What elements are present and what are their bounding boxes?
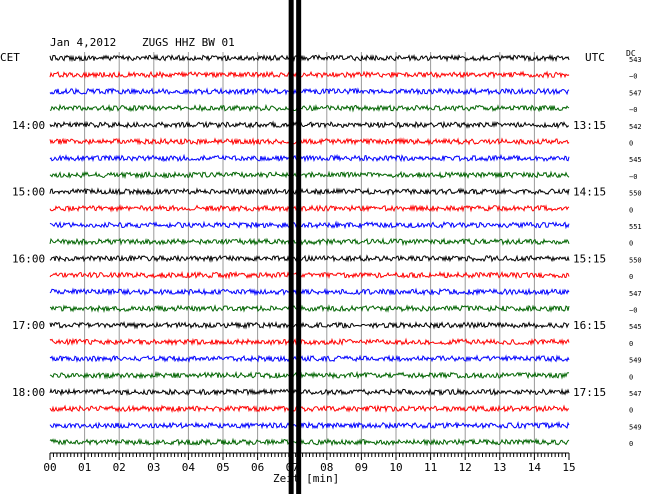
chart-grid <box>84 52 535 453</box>
dc-offset-label: 549 <box>629 357 642 365</box>
dc-offset-label: 550 <box>629 256 642 264</box>
trace-group <box>49 53 570 447</box>
dc-header-label: DC <box>626 49 636 58</box>
trace-19 <box>49 354 570 363</box>
dc-offset-label: 0 <box>629 340 633 348</box>
trace-14 <box>49 270 570 280</box>
dc-offset-label: 547 <box>629 390 642 398</box>
x-tick-label: 03 <box>147 461 160 474</box>
left-hour-label: 16:00 <box>12 252 45 265</box>
right-timezone-label: UTC <box>585 51 605 64</box>
x-tick-label: 10 <box>389 461 402 474</box>
dc-offset-label: 547 <box>629 89 642 97</box>
x-tick-label: 02 <box>113 461 126 474</box>
x-tick-label: 01 <box>78 461 91 474</box>
x-tick-label: 04 <box>182 461 196 474</box>
trace-11 <box>49 220 570 230</box>
dc-offset-label: 542 <box>629 123 642 131</box>
trace-5 <box>49 120 569 130</box>
x-tick-label: 13 <box>493 461 506 474</box>
dc-offset-label: −0 <box>629 73 637 81</box>
dc-offset-label: −0 <box>629 307 637 315</box>
left-hour-label: 14:00 <box>12 119 45 132</box>
right-hour-label: 15:15 <box>573 252 606 265</box>
left-hour-label: 15:00 <box>12 186 45 199</box>
dc-offset-label: 0 <box>629 373 633 381</box>
dc-offset-label: −0 <box>629 173 637 181</box>
dc-offset-label: 0 <box>629 273 633 281</box>
trace-9 <box>49 187 570 196</box>
dc-offset-label: 0 <box>629 140 633 148</box>
event-bar-left <box>288 0 294 494</box>
dc-offset-label: 0 <box>629 240 633 248</box>
dc-offset-label: 549 <box>629 423 642 431</box>
dc-offset-label: 545 <box>629 156 642 164</box>
trace-21 <box>49 387 570 397</box>
trace-13 <box>49 254 570 263</box>
trace-4 <box>49 103 570 113</box>
trace-labels: 14:00 15:00 16:00 17:00 18:00 13:15 14:15 15:15… <box>12 56 642 448</box>
left-timezone-label: CET <box>0 51 20 64</box>
x-tick-label: 06 <box>251 461 264 474</box>
trace-7 <box>49 153 570 163</box>
trace-2 <box>49 70 570 80</box>
trace-18 <box>49 337 570 347</box>
x-axis: 00 01 02 03 04 05 06 07 08 09 10 11 12 13 14 15 <box>43 452 576 474</box>
event-marker <box>288 0 302 494</box>
trace-17 <box>49 320 570 330</box>
trace-23 <box>49 420 570 430</box>
dc-offset-label: 0 <box>629 407 633 415</box>
trace-16 <box>49 304 570 313</box>
trace-22 <box>49 404 570 413</box>
x-tick-label: 14 <box>528 461 542 474</box>
trace-12 <box>49 237 570 247</box>
dc-offset-label: −0 <box>629 106 637 114</box>
trace-1 <box>49 53 570 63</box>
chart-date: Jan 4,2012 <box>50 36 116 49</box>
trace-15 <box>49 287 570 297</box>
trace-10 <box>49 204 570 213</box>
right-hour-label: 16:15 <box>573 319 606 332</box>
x-tick-label: 15 <box>562 461 575 474</box>
x-tick-label: 00 <box>43 461 56 474</box>
left-hour-label: 17:00 <box>12 319 45 332</box>
trace-3 <box>49 87 570 96</box>
dc-offset-label: 543 <box>629 56 642 64</box>
dc-offset-label: 551 <box>629 223 642 231</box>
right-hour-label: 13:15 <box>573 119 606 132</box>
dc-offset-label: 545 <box>629 323 642 331</box>
chart-station: ZUGS HHZ BW 01 <box>142 36 235 49</box>
dc-offset-label: 547 <box>629 290 642 298</box>
trace-6 <box>49 137 570 146</box>
trace-8 <box>49 170 570 180</box>
x-tick-label: 11 <box>424 461 437 474</box>
x-tick-label: 05 <box>216 461 229 474</box>
trace-24 <box>49 437 570 447</box>
dc-offset-label: 550 <box>629 190 642 198</box>
x-tick-label: 12 <box>459 461 472 474</box>
trace-20 <box>49 370 570 380</box>
dc-offset-label: 0 <box>629 440 633 448</box>
right-hour-label: 17:15 <box>573 386 606 399</box>
x-tick-label: 09 <box>355 461 368 474</box>
right-hour-label: 14:15 <box>573 186 606 199</box>
left-hour-label: 18:00 <box>12 386 45 399</box>
x-tick-label: 08 <box>320 461 333 474</box>
dc-offset-label: 0 <box>629 206 633 214</box>
event-bar-right <box>296 0 302 494</box>
x-tick-label: 07 <box>286 461 299 474</box>
